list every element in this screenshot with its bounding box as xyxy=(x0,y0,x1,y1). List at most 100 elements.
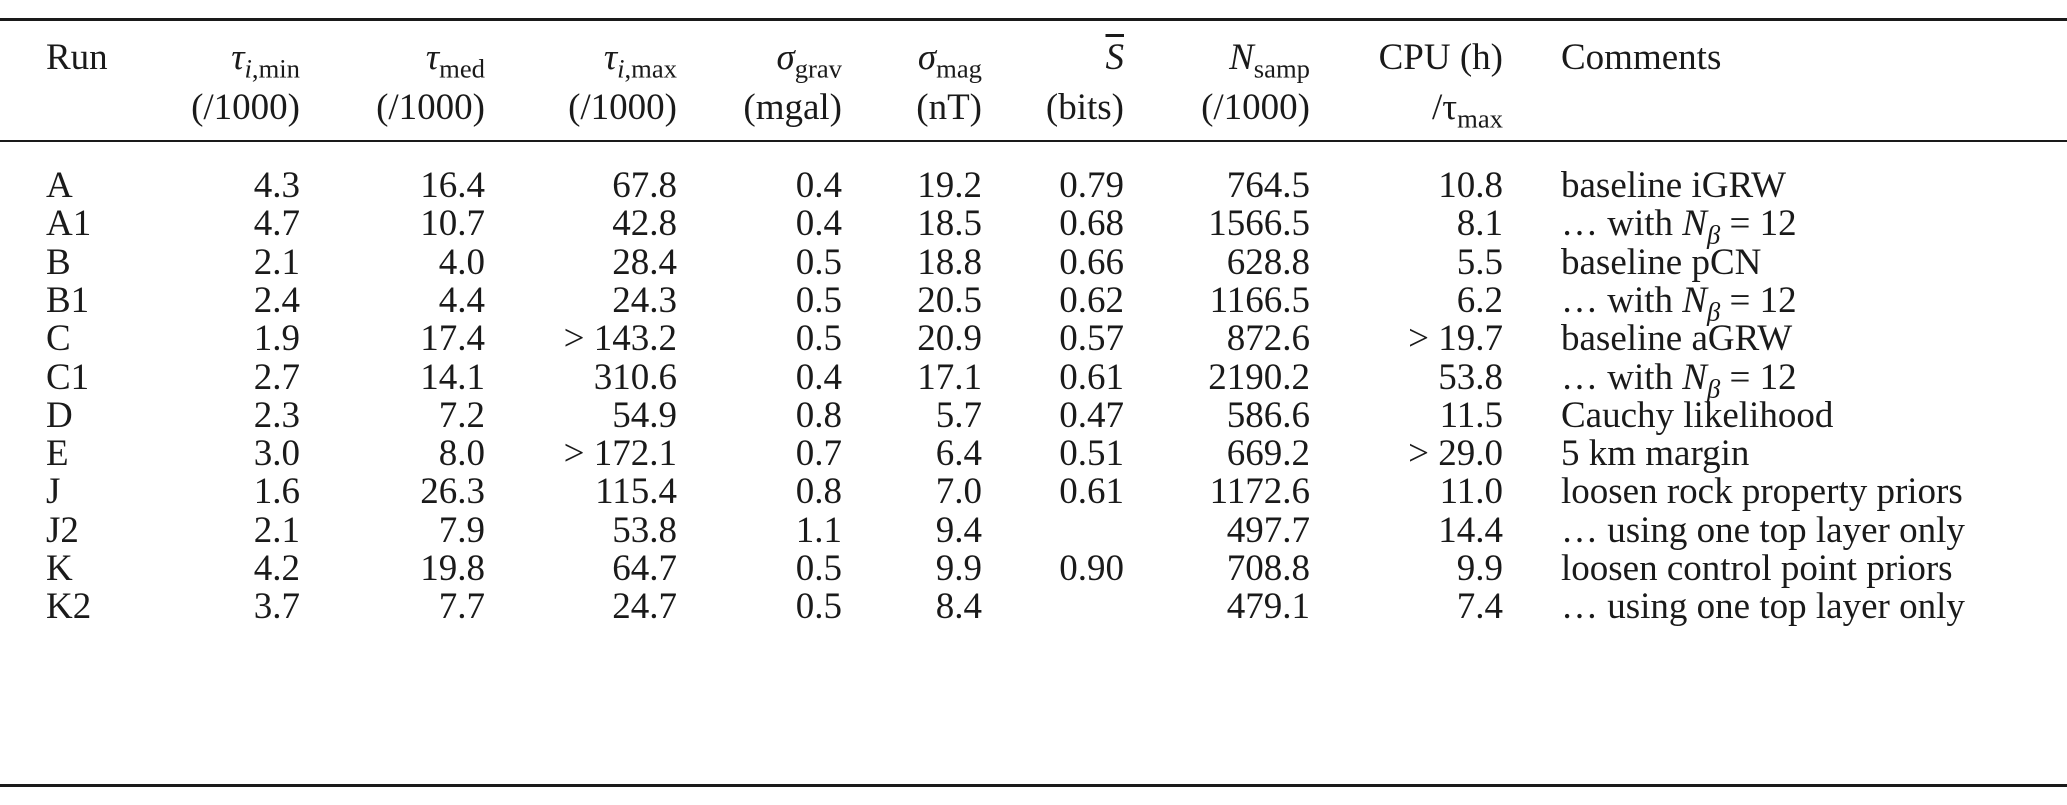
cell-comment: baseline pCN xyxy=(1561,241,1762,283)
header-run: Run xyxy=(46,37,108,78)
cell-s-bar: 0.79 xyxy=(1059,165,1124,206)
header-tau-max: τi,max xyxy=(603,37,677,84)
cell-run: K2 xyxy=(46,586,92,628)
header-cpu: CPU (h) xyxy=(1378,37,1503,78)
cell-run: A1 xyxy=(46,203,92,245)
cell-n-samp: 479.1 xyxy=(1226,586,1310,628)
cell-sigma-grav: 0.8 xyxy=(795,471,842,513)
cell-s-bar: 0.57 xyxy=(1059,318,1124,360)
cell-tau-med: 4.4 xyxy=(438,279,485,321)
cell-sigma-mag: 20.9 xyxy=(917,318,982,360)
cell-n-samp: 628.8 xyxy=(1226,241,1310,283)
header-tau-med-unit: (/1000) xyxy=(376,87,485,128)
cell-s-bar: 0.66 xyxy=(1059,241,1124,283)
cell-n-samp: 1566.5 xyxy=(1208,203,1310,245)
cell-tau-max: 64.7 xyxy=(612,548,677,589)
cell-run: D xyxy=(46,394,73,436)
cell-sigma-grav: 0.8 xyxy=(795,394,842,436)
cell-s-bar: 0.68 xyxy=(1059,203,1124,245)
header-n-samp-unit: (/1000) xyxy=(1201,87,1310,128)
cell-sigma-mag: 9.9 xyxy=(935,548,982,589)
cell-comment: baseline iGRW xyxy=(1561,165,1787,206)
cell-run: B1 xyxy=(46,279,90,321)
header-sigma-grav: σgrav xyxy=(776,37,842,84)
header-cpu-per: /τmax xyxy=(1432,87,1503,134)
cell-comment: … with Nβ = 12 xyxy=(1561,356,1797,404)
cell-s-bar: 0.90 xyxy=(1059,548,1124,589)
header-tau-med: τmed xyxy=(425,37,485,84)
cell-tau-max: 54.9 xyxy=(612,394,677,436)
cell-cpu: 53.8 xyxy=(1438,356,1503,398)
cell-run: C xyxy=(46,318,71,360)
cell-sigma-grav: 0.4 xyxy=(795,165,842,206)
cell-run: A xyxy=(46,165,73,206)
cell-sigma-grav: 1.1 xyxy=(795,509,842,551)
cell-cpu: 11.0 xyxy=(1439,471,1503,513)
header-comments: Comments xyxy=(1561,37,1722,78)
cell-n-samp: 872.6 xyxy=(1226,318,1310,360)
cell-cpu: 10.8 xyxy=(1438,165,1503,206)
cell-sigma-grav: 0.5 xyxy=(795,279,842,321)
cell-tau-med: 14.1 xyxy=(420,356,485,398)
cell-n-samp: 497.7 xyxy=(1226,509,1310,551)
cell-sigma-mag: 5.7 xyxy=(935,394,982,436)
cell-tau-med: 7.7 xyxy=(438,586,485,628)
cell-tau-max: > 172.1 xyxy=(563,433,677,475)
cell-tau-max: 310.6 xyxy=(593,356,677,398)
cell-tau-min: 3.0 xyxy=(253,433,300,475)
cell-sigma-mag: 20.5 xyxy=(917,279,982,321)
cell-tau-med: 26.3 xyxy=(420,471,485,513)
cell-cpu: 11.5 xyxy=(1439,394,1503,436)
cell-comment: … with Nβ = 12 xyxy=(1561,279,1797,327)
header-sigma-mag: σmag xyxy=(917,37,982,84)
cell-sigma-mag: 17.1 xyxy=(917,356,982,398)
cell-run: C1 xyxy=(46,356,90,398)
cell-run: B xyxy=(46,241,71,283)
cell-tau-max: 28.4 xyxy=(612,241,677,283)
cell-tau-min: 4.7 xyxy=(253,203,300,245)
cell-cpu: 8.1 xyxy=(1456,203,1503,245)
cell-tau-med: 7.9 xyxy=(438,509,485,551)
cell-run: J2 xyxy=(46,509,79,551)
cell-sigma-grav: 0.7 xyxy=(795,433,842,475)
cell-sigma-mag: 19.2 xyxy=(917,165,982,206)
cell-n-samp: 708.8 xyxy=(1226,548,1310,589)
cell-sigma-mag: 9.4 xyxy=(935,509,982,551)
cell-comment: … with Nβ = 12 xyxy=(1561,203,1797,250)
cell-tau-max: 53.8 xyxy=(612,509,677,551)
cell-tau-max: 67.8 xyxy=(612,165,677,206)
cell-tau-med: 10.7 xyxy=(420,203,485,245)
cell-tau-med: 7.2 xyxy=(438,394,485,436)
cell-tau-min: 1.9 xyxy=(253,318,300,360)
cell-cpu: > 29.0 xyxy=(1408,433,1503,475)
cell-tau-min: 2.4 xyxy=(253,279,300,321)
cell-comment: … using one top layer only xyxy=(1561,509,1965,551)
cell-run: K xyxy=(46,548,73,589)
cell-s-bar: 0.47 xyxy=(1059,394,1124,436)
header-n-samp: Nsamp xyxy=(1229,37,1310,84)
cell-tau-max: 115.4 xyxy=(595,471,677,513)
cell-comment: loosen rock property priors xyxy=(1561,471,1963,513)
cell-tau-med: 8.0 xyxy=(438,433,485,475)
cell-cpu: 9.9 xyxy=(1456,548,1503,589)
table-header-rule xyxy=(0,140,2067,142)
cell-tau-min: 4.3 xyxy=(253,165,300,206)
cell-tau-min: 1.6 xyxy=(253,471,300,513)
cell-n-samp: 586.6 xyxy=(1226,394,1310,436)
header-tau-min-unit: (/1000) xyxy=(191,87,300,128)
cell-s-bar: 0.61 xyxy=(1059,356,1124,398)
cell-cpu: 14.4 xyxy=(1438,509,1503,551)
cell-n-samp: 1166.5 xyxy=(1209,279,1310,321)
table-bottom-rule xyxy=(0,784,2067,787)
header-tau-max-unit: (/1000) xyxy=(568,87,677,128)
cell-n-samp: 764.5 xyxy=(1226,165,1310,206)
cell-tau-max: 24.3 xyxy=(612,279,677,321)
cell-n-samp: 2190.2 xyxy=(1208,356,1310,398)
cell-sigma-grav: 0.5 xyxy=(795,586,842,628)
cell-tau-min: 2.7 xyxy=(253,356,300,398)
cell-sigma-grav: 0.5 xyxy=(795,318,842,360)
cell-sigma-grav: 0.4 xyxy=(795,356,842,398)
header-s-bar-unit: (bits) xyxy=(1045,87,1124,128)
cell-sigma-mag: 18.5 xyxy=(917,203,982,245)
